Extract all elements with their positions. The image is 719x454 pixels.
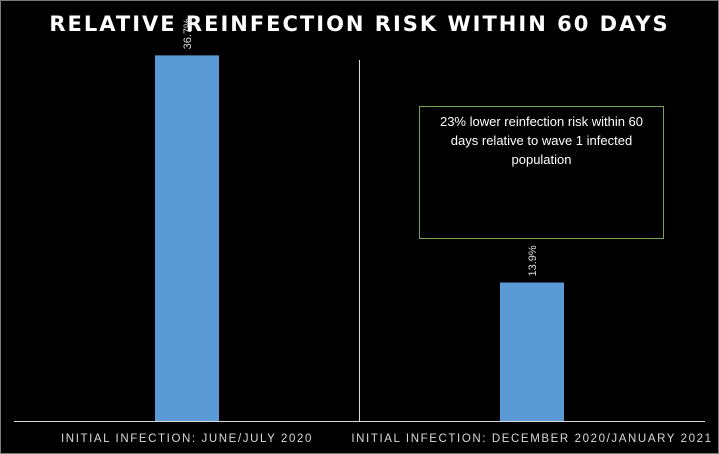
- annotation-text: 23% lower reinfection risk within 60 day…: [439, 114, 644, 167]
- bar-2: [500, 282, 564, 421]
- bar-1: [155, 55, 219, 421]
- category-label-1: INITIAL INFECTION: JUNE/JULY 2020: [61, 433, 313, 445]
- value-label-2: 13.9%: [527, 245, 539, 276]
- value-label-1: 36.7%: [182, 18, 194, 49]
- annotation-box: 23% lower reinfection risk within 60 day…: [419, 106, 664, 239]
- category-label-2: INITIAL INFECTION: DECEMBER 2020/JANUARY…: [351, 433, 712, 445]
- chart-title: RELATIVE REINFECTION RISK WITHIN 60 DAYS: [49, 12, 670, 36]
